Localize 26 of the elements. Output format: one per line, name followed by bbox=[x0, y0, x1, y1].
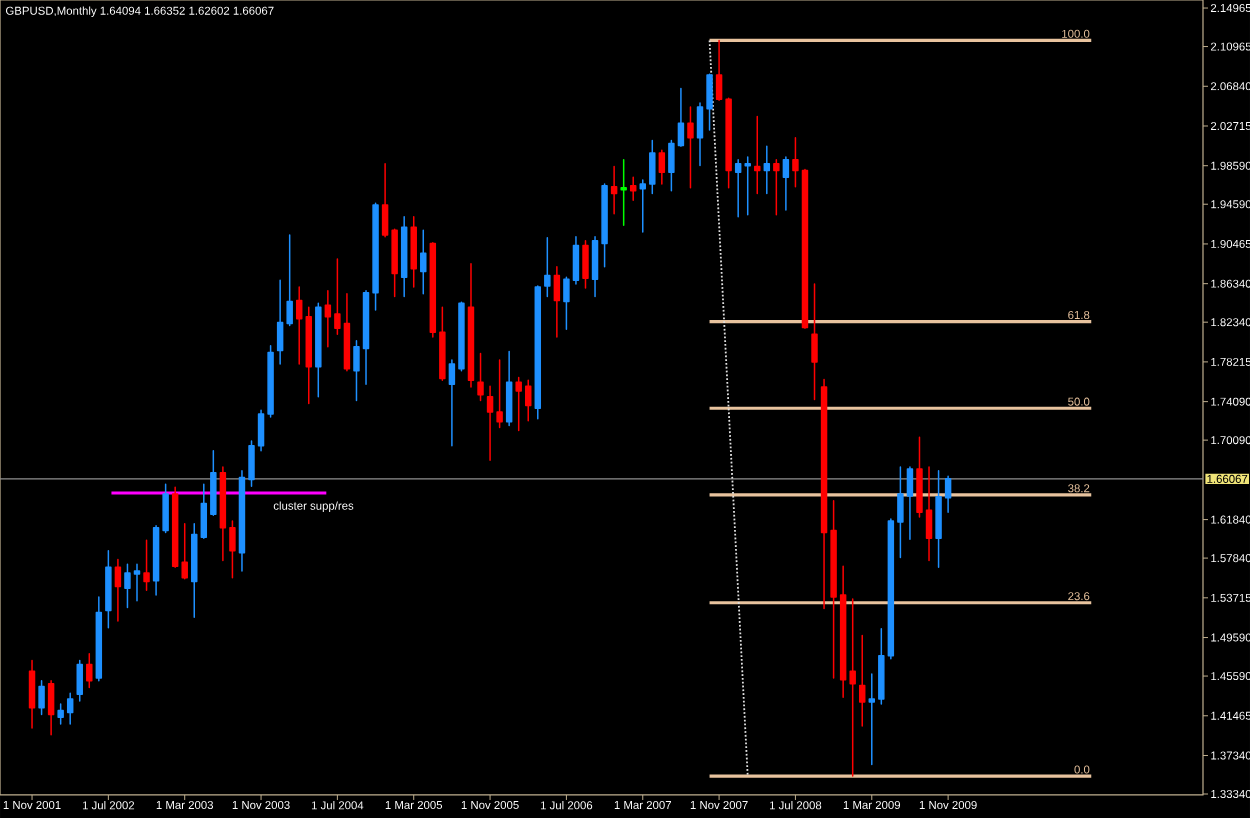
candlestick bbox=[114, 558, 122, 622]
candlestick bbox=[610, 165, 618, 215]
candlestick bbox=[95, 596, 103, 682]
candlestick bbox=[467, 263, 475, 388]
candlestick bbox=[582, 239, 589, 289]
candlestick bbox=[505, 350, 513, 427]
candlestick bbox=[859, 634, 866, 727]
candlestick bbox=[315, 302, 322, 398]
candlestick bbox=[763, 145, 771, 195]
candlestick bbox=[420, 229, 427, 295]
candlestick bbox=[410, 215, 417, 288]
candlestick bbox=[105, 550, 112, 629]
candlestick bbox=[47, 680, 55, 736]
candlestick bbox=[305, 306, 312, 405]
candlestick bbox=[782, 156, 790, 211]
candlestick bbox=[400, 215, 408, 298]
candlestick bbox=[295, 286, 303, 365]
candlestick bbox=[76, 659, 83, 702]
candlestick bbox=[811, 283, 818, 401]
candlestick bbox=[86, 653, 93, 689]
candlestick bbox=[477, 352, 484, 402]
candlestick bbox=[553, 265, 561, 338]
candlestick bbox=[629, 176, 637, 202]
candlestick bbox=[28, 659, 36, 729]
candlestick bbox=[658, 149, 666, 185]
candlestick bbox=[38, 680, 45, 716]
